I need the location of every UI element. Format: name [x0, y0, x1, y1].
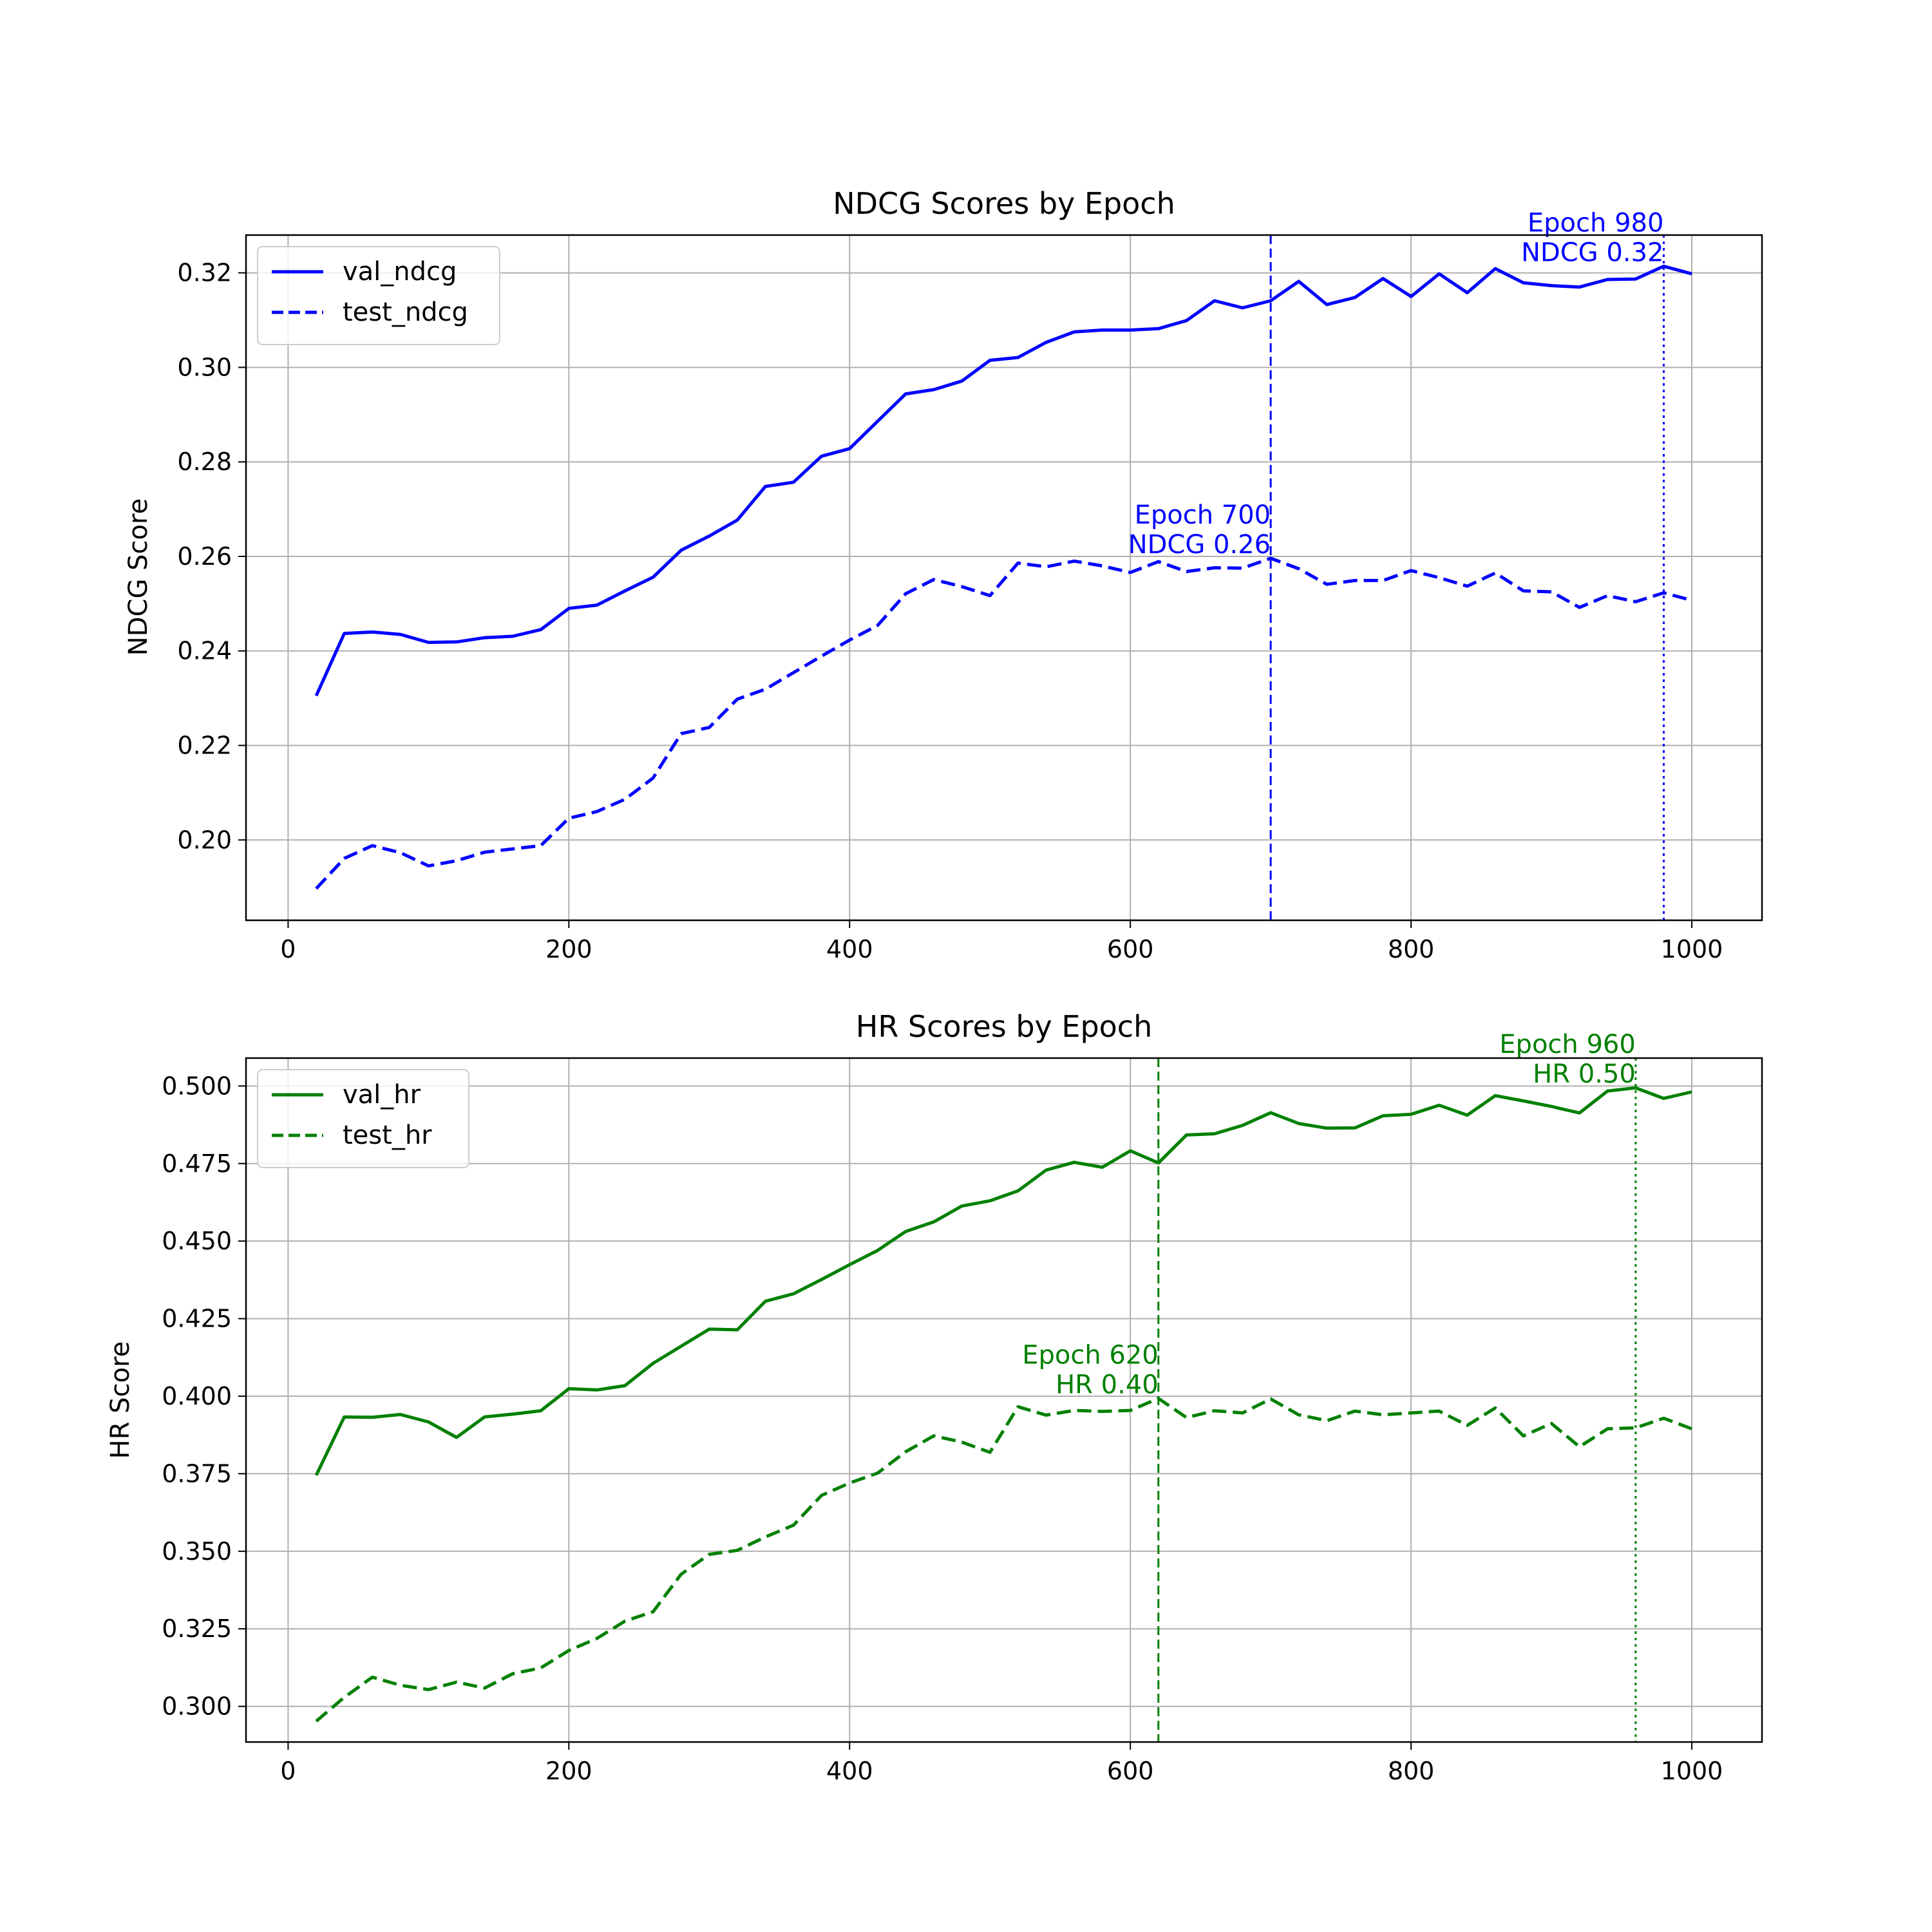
series-line-val_hr	[314, 1086, 1692, 1476]
hr-annotation-epoch-620-line2: HR 0.40	[1056, 1370, 1159, 1399]
hr-x-tick-label: 600	[1107, 1757, 1154, 1785]
hr-y-tick-label: 0.500	[162, 1072, 232, 1100]
hr-grid	[246, 1058, 1762, 1742]
ndcg-y-tick-label: 0.28	[177, 448, 232, 476]
hr-y-tick-label: 0.325	[162, 1615, 232, 1643]
hr-y-tick-label: 0.400	[162, 1382, 232, 1410]
ndcg-annotation-epoch-980-line1: Epoch 980	[1528, 208, 1664, 238]
ndcg-legend: val_ndcg test_ndcg	[257, 246, 500, 345]
hr-x-tick-label: 200	[545, 1757, 592, 1785]
ndcg-plot: NDCG Scores by Epoch NDCG Score 0 200 400 6…	[124, 186, 1763, 963]
hr-y-tick-label: 0.350	[162, 1537, 232, 1566]
ndcg-grid	[246, 235, 1762, 920]
ndcg-x-tick-label: 600	[1107, 935, 1154, 963]
legend-label-test_ndcg: test_ndcg	[343, 298, 468, 327]
ndcg-axes-frame	[245, 234, 1763, 922]
ndcg-y-tick-label: 0.32	[177, 259, 232, 287]
hr-plot: HR Scores by Epoch HR Score 0 200 400 600 80…	[106, 1009, 1763, 1785]
ndcg-y-axis-label: NDCG Score	[124, 498, 153, 656]
hr-annotation-epoch-960-line1: Epoch 960	[1499, 1030, 1636, 1059]
ndcg-annotation-epoch-700-line2: NDCG 0.26	[1128, 530, 1271, 560]
hr-y-tick-label: 0.425	[162, 1305, 232, 1333]
hr-y-tick-label: 0.450	[162, 1227, 232, 1255]
hr-x-tick-label: 1000	[1661, 1757, 1723, 1785]
ndcg-chart-title: NDCG Scores by Epoch	[833, 186, 1175, 221]
hr-axes-frame	[245, 1057, 1763, 1743]
ndcg-y-tick-label: 0.24	[177, 637, 232, 665]
ndcg-x-tick-label: 800	[1388, 935, 1435, 963]
ndcg-x-tick-label: 1000	[1661, 935, 1723, 963]
hr-x-tick-label: 0	[280, 1757, 296, 1785]
hr-annotation-epoch-960-line2: HR 0.50	[1533, 1059, 1636, 1089]
ndcg-y-tick-label: 0.26	[177, 542, 232, 571]
legend-label-val_ndcg: val_ndcg	[343, 257, 457, 287]
hr-y-tick-label: 0.375	[162, 1459, 232, 1488]
hr-annotation-epoch-620-line1: Epoch 620	[1022, 1340, 1159, 1370]
hr-y-tick-label: 0.300	[162, 1692, 232, 1721]
ndcg-annotation-epoch-980-line2: NDCG 0.32	[1521, 238, 1663, 267]
hr-x-tick-label: 800	[1388, 1757, 1435, 1785]
ndcg-y-tick-label: 0.22	[177, 731, 232, 759]
hr-y-axis-label: HR Score	[106, 1341, 135, 1459]
series-line-val_ndcg	[314, 264, 1692, 697]
series-line-test_ndcg	[315, 556, 1692, 890]
ndcg-x-tick-label: 200	[545, 935, 592, 963]
ndcg-y-tick-label: 0.30	[177, 353, 232, 381]
hr-x-tick-label: 400	[826, 1757, 873, 1785]
legend-label-val_hr: val_hr	[343, 1080, 421, 1110]
hr-chart-title: HR Scores by Epoch	[856, 1009, 1153, 1044]
hr-y-tick-label: 0.475	[162, 1150, 232, 1178]
series-line-test_hr	[315, 1396, 1692, 1723]
hr-legend: val_hr test_hr	[257, 1069, 469, 1168]
legend-label-test_hr: test_hr	[343, 1121, 432, 1150]
ndcg-annotation-epoch-700-line1: Epoch 700	[1135, 500, 1271, 530]
ndcg-y-tick-label: 0.20	[177, 826, 232, 854]
ndcg-x-tick-label: 0	[280, 935, 296, 963]
ndcg-x-tick-label: 400	[826, 935, 873, 963]
